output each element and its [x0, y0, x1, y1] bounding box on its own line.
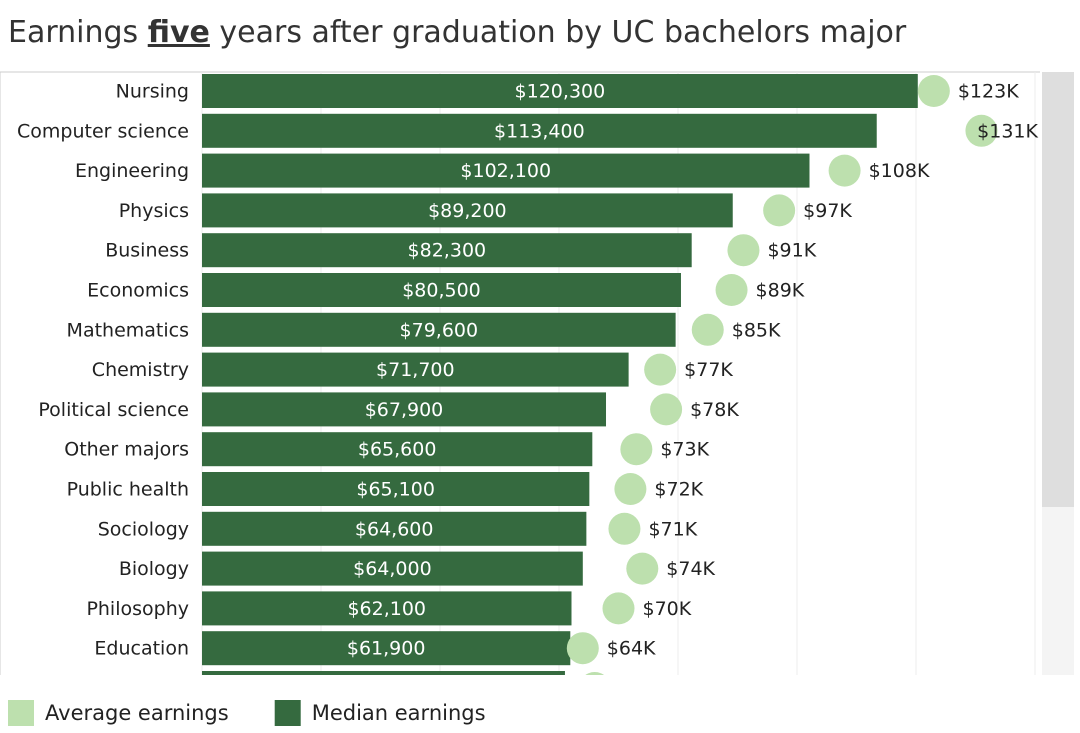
average-dot [828, 154, 861, 187]
bar [202, 352, 629, 387]
average-dot [626, 552, 659, 585]
bar [202, 472, 590, 506]
title-part: Earnings [8, 15, 138, 50]
category-label: Business [105, 240, 189, 262]
title-part: years after graduation by UC bachelors m… [219, 15, 906, 50]
dot-label: $108K [869, 160, 930, 182]
bar-label: $64,600 [355, 518, 434, 540]
bar-label: $82,300 [408, 240, 487, 262]
bar-label: $61,900 [347, 638, 426, 660]
bar-label: $80,500 [402, 280, 481, 302]
bar [202, 113, 877, 148]
category-label: Nursing [116, 81, 189, 103]
dot-label: $131K [977, 120, 1038, 142]
category-label: Chemistry [92, 359, 189, 381]
bar [202, 591, 572, 626]
legend-label: Average earnings [45, 701, 229, 725]
plot-area: Nursing $120,300 $123K Computer science $113… [17, 72, 1039, 675]
bar [202, 193, 733, 228]
dot-label: $64K [607, 638, 656, 660]
bar-label: $89,200 [428, 200, 507, 222]
category-label: Mathematics [67, 319, 189, 341]
average-dot [608, 512, 641, 545]
bar-label: $67,900 [365, 399, 444, 421]
category-label: Computer science [17, 120, 189, 142]
bar-label: $79,600 [400, 319, 479, 341]
bar-label: $120,300 [515, 81, 606, 103]
average-dot [965, 114, 998, 147]
category-label: Political science [38, 399, 189, 421]
average-dot [715, 274, 748, 306]
bar [202, 233, 692, 268]
average-dot [566, 632, 599, 665]
average-dot [620, 433, 653, 466]
average-dot [727, 234, 760, 267]
category-label: Philosophy [86, 598, 189, 620]
average-dot [691, 313, 724, 346]
bar [202, 74, 918, 108]
bar [202, 312, 676, 347]
average-dot [644, 353, 677, 386]
average-dot [763, 194, 796, 227]
dot-label: $72K [654, 479, 703, 501]
bar-label: $64,000 [353, 558, 432, 580]
category-label: Education [94, 638, 189, 660]
bar [202, 273, 681, 307]
dot-label: $78K [690, 399, 739, 421]
chart-title: Earnings five years after graduation by … [8, 15, 907, 50]
bar [202, 432, 593, 467]
bar [202, 153, 810, 188]
average-dot [917, 75, 950, 107]
dot-label: $71K [648, 518, 697, 540]
dot-label: $85K [732, 319, 781, 341]
bar-label: $65,600 [358, 439, 437, 461]
average-dot [614, 473, 647, 505]
bar [202, 511, 587, 546]
legend-label: Median earnings [312, 701, 486, 725]
dot-label: $73K [660, 439, 709, 461]
legend: Average earnings Median earnings [8, 700, 486, 726]
bar [202, 551, 583, 586]
category-label: Sociology [98, 518, 189, 540]
bar-label: $71,700 [376, 359, 455, 381]
category-label: Economics [87, 280, 189, 302]
category-label: Engineering [75, 160, 189, 182]
category-label: Physics [119, 200, 189, 222]
bar-label: $113,400 [494, 120, 585, 142]
average-dot [602, 592, 635, 625]
dot-label: $123K [958, 81, 1019, 103]
bar [202, 392, 607, 427]
dot-label: $97K [803, 200, 852, 222]
legend-swatch [8, 700, 34, 726]
bar-label: $62,100 [347, 598, 426, 620]
scrollbar-thumb[interactable] [1042, 72, 1074, 507]
dot-label: $74K [666, 558, 715, 580]
category-label: Biology [119, 558, 189, 580]
bar [202, 671, 565, 675]
category-label: Public health [67, 479, 189, 501]
legend-swatch [274, 700, 301, 726]
dot-label: $91K [767, 240, 816, 262]
dot-label: $77K [684, 359, 733, 381]
dot-label: $89K [756, 280, 805, 302]
average-dot [585, 672, 605, 675]
bar-label: $65,100 [356, 479, 435, 501]
average-dot [650, 393, 683, 426]
category-label: Other majors [64, 439, 189, 461]
bar [202, 631, 571, 666]
title-emphasis: five [148, 15, 210, 50]
dot-label: $70K [643, 598, 692, 620]
bar-label: $102,100 [460, 160, 551, 182]
